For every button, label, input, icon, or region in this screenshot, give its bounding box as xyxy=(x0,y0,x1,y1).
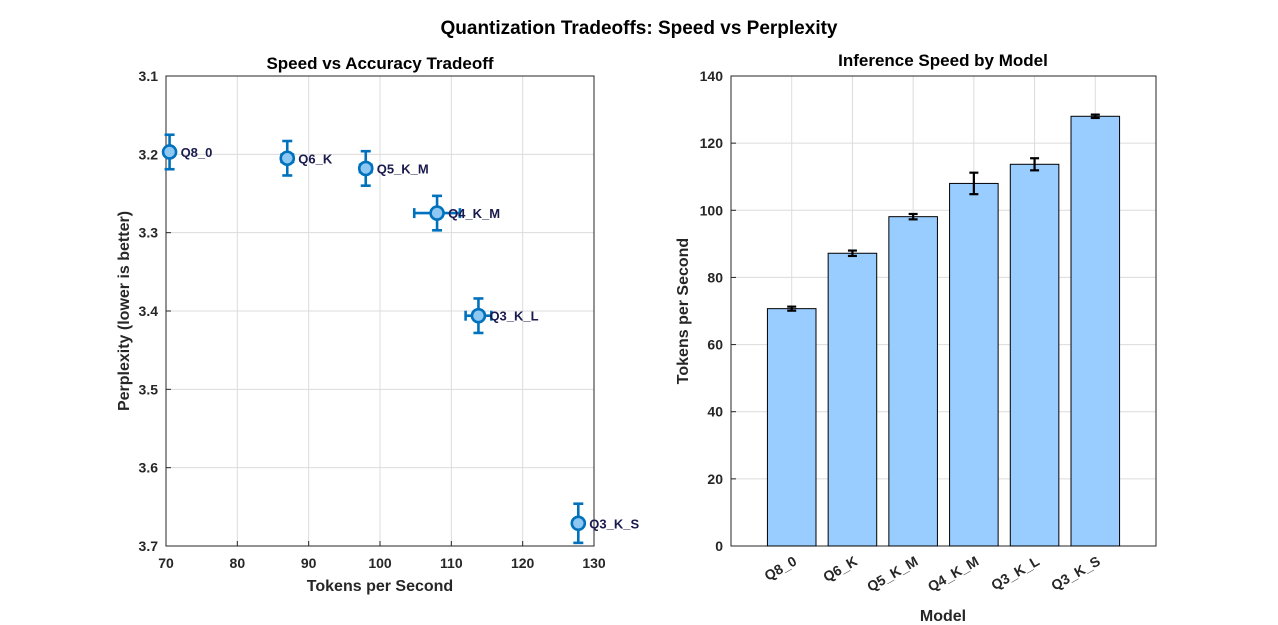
bar xyxy=(888,216,938,547)
scatter-y-tick-label: 3.6 xyxy=(139,460,159,476)
scatter-grid xyxy=(165,75,595,547)
scatter-x-tick-label: 70 xyxy=(158,555,174,571)
bar-group xyxy=(1009,157,1060,547)
bar-marks xyxy=(766,113,1121,547)
bar-group xyxy=(1070,113,1121,547)
scatter-y-tick-label: 3.4 xyxy=(139,303,159,319)
scatter-point-label: Q3_K_L xyxy=(489,309,538,324)
scatter-point-group: Q5_K_M xyxy=(357,149,429,187)
scatter-point-label: Q6_K xyxy=(298,151,333,166)
bar-y-tick-label: 120 xyxy=(700,135,724,151)
scatter-marks: Q8_0 Q6_K Q5_K_M Q4_K_M Q3_K_L Q3_K_S xyxy=(161,133,639,545)
scatter-x-tick-label: 110 xyxy=(440,555,463,571)
scatter-point xyxy=(470,307,487,324)
scatter-point xyxy=(279,150,296,167)
bar-x-tick-label: Q8_0 xyxy=(762,553,800,584)
scatter-y-tick-label: 3.3 xyxy=(139,225,159,241)
bar xyxy=(766,308,817,547)
scatter-y-tick-label: 3.5 xyxy=(139,381,159,397)
bar-x-tick-label: Q5_K_M xyxy=(864,553,921,595)
bar-group xyxy=(827,249,878,547)
bar-y-axis-label: Tokens per Second xyxy=(675,238,692,384)
bar-x-tick-label: Q3_K_S xyxy=(1048,553,1103,594)
bar-y-tick-label: 100 xyxy=(700,202,724,218)
bar xyxy=(1009,163,1060,547)
scatter-point xyxy=(570,515,587,532)
bar-group xyxy=(766,305,817,547)
bar xyxy=(827,252,878,547)
scatter-axes-frame xyxy=(165,75,595,547)
scatter-x-tick-label: 90 xyxy=(301,555,317,571)
bar-x-tick-label: Q4_K_M xyxy=(925,553,982,595)
scatter-y-tick-label: 3.2 xyxy=(139,146,159,162)
bar-y-tick-label: 0 xyxy=(715,538,723,554)
bar-y-tick-label: 40 xyxy=(707,404,723,420)
scatter-x-tick-label: 130 xyxy=(582,555,606,571)
bar-axes-frame xyxy=(730,75,1157,547)
figure-title: Quantization Tradeoffs: Speed vs Perplex… xyxy=(441,18,838,39)
scatter-y-tick-label: 3.1 xyxy=(139,68,159,84)
scatter-x-tick-label: 100 xyxy=(368,555,392,571)
scatter-x-tick-label: 120 xyxy=(511,555,535,571)
scatter-y-axis-label: Perplexity (lower is better) xyxy=(116,211,133,411)
bar xyxy=(949,182,999,547)
bar-x-tick-label: Q3_K_L xyxy=(988,553,1042,594)
bar-group xyxy=(949,171,999,547)
scatter-point-group: Q6_K xyxy=(279,139,333,177)
scatter-point-group: Q3_K_S xyxy=(570,502,639,545)
bar-y-tick-label: 80 xyxy=(707,269,723,285)
bar-y-tick-label: 20 xyxy=(707,471,723,487)
scatter-point-group: Q4_K_M xyxy=(412,194,500,232)
scatter-point xyxy=(357,160,374,177)
bar-chart-title: Inference Speed by Model xyxy=(838,51,1048,70)
scatter-x-tick-label: 80 xyxy=(230,555,246,571)
scatter-point-label: Q3_K_S xyxy=(589,516,639,531)
bar-x-axis-label: Model xyxy=(920,608,966,625)
scatter-point-label: Q8_0 xyxy=(181,145,213,160)
scatter-point-label: Q5_K_M xyxy=(377,161,429,176)
bar-y-tick-label: 60 xyxy=(707,337,723,353)
scatter-chart: 70 80 90 100 110 120 1303.13.23.33.43.53.63.7 … xyxy=(116,54,639,595)
bar-y-tick-label: 140 xyxy=(700,68,724,84)
scatter-y-tick-label: 3.7 xyxy=(139,538,159,554)
scatter-point xyxy=(429,205,445,221)
bar xyxy=(1070,115,1121,547)
scatter-x-axis-label: Tokens per Second xyxy=(307,578,453,595)
bar-x-tick-label: Q6_K xyxy=(820,553,860,585)
scatter-chart-title: Speed vs Accuracy Tradeoff xyxy=(266,54,493,73)
scatter-point xyxy=(161,144,178,160)
bar-group xyxy=(888,212,938,547)
scatter-point-group: Q3_K_L xyxy=(464,297,539,335)
scatter-point-group: Q8_0 xyxy=(161,133,213,171)
scatter-point-label: Q4_K_M xyxy=(448,206,500,221)
scatter-tick-labels: 70 80 90 100 110 120 130 3.1 3.2 3.3 3.4 3.5 3.6 3.7 xyxy=(139,68,606,571)
